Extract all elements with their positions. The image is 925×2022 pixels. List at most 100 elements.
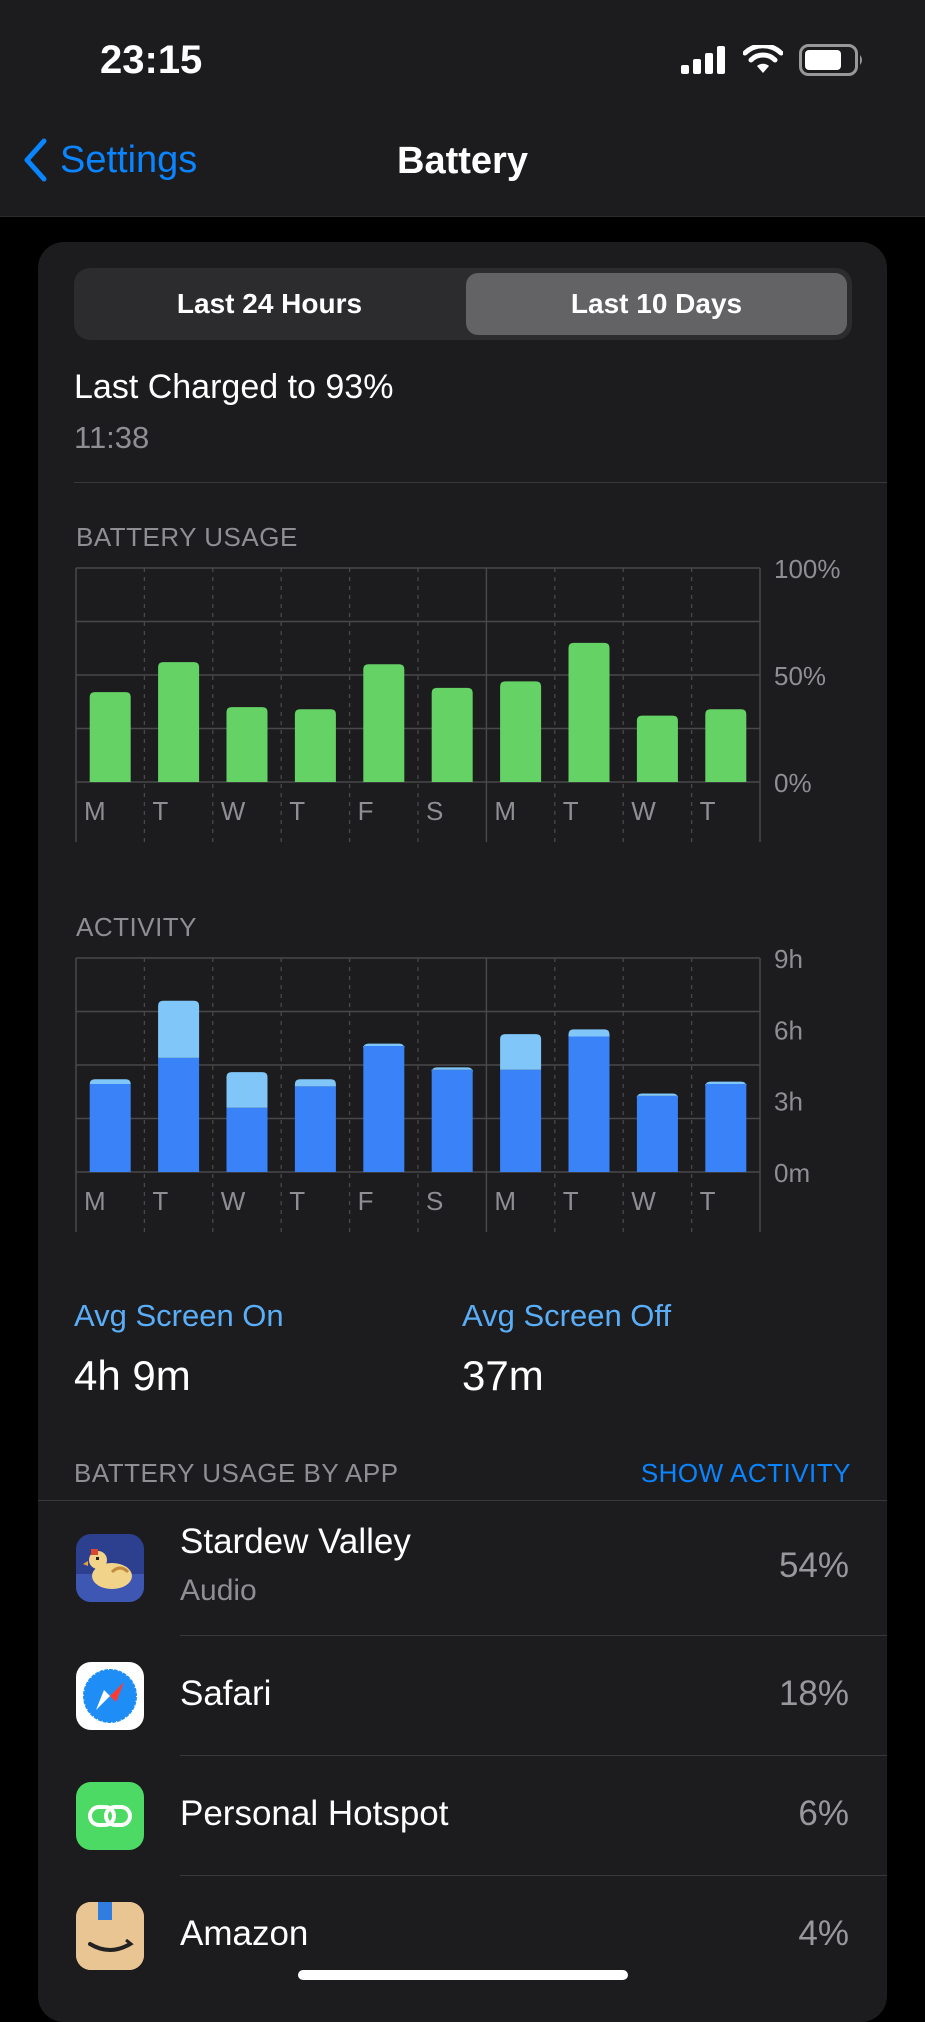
app-name: Safari bbox=[180, 1674, 272, 1713]
app-name: Personal Hotspot bbox=[180, 1794, 449, 1833]
avg-screen-off-value: 37m bbox=[462, 1352, 544, 1399]
screen-on-bar bbox=[226, 1107, 268, 1172]
app-row-stardew-valley[interactable]: Stardew Valley Audio 54% bbox=[38, 1500, 887, 1636]
back-label[interactable]: Settings bbox=[60, 138, 198, 181]
screen-on-bar bbox=[636, 1095, 678, 1172]
page-title: Battery bbox=[397, 140, 528, 182]
battery-bar bbox=[500, 681, 542, 782]
cellular-signal-icon bbox=[681, 46, 725, 74]
y-tick-label: 9h bbox=[774, 944, 803, 974]
screen-off-bar bbox=[363, 1043, 405, 1049]
screen-on-bar bbox=[705, 1084, 747, 1172]
x-tick-label: F bbox=[358, 1186, 374, 1216]
chevron-left-icon bbox=[24, 138, 47, 182]
screen-on-bar bbox=[500, 1069, 542, 1172]
battery-bar bbox=[226, 707, 268, 782]
amazon-icon bbox=[76, 1902, 144, 1970]
app-percentage: 54% bbox=[778, 1546, 849, 1585]
y-tick-label: 0m bbox=[774, 1158, 810, 1188]
battery-card: Last 24 Hours Last 10 Days Last Charged … bbox=[38, 242, 887, 2022]
home-indicator bbox=[298, 1970, 628, 1980]
screen-off-bar bbox=[568, 1029, 610, 1037]
screen-on-bar bbox=[431, 1069, 473, 1172]
usage-by-app-label: BATTERY USAGE BY APP bbox=[74, 1458, 399, 1488]
app-row-personal-hotspot[interactable]: Personal Hotspot 6% bbox=[38, 1756, 887, 1876]
stardew-valley-icon bbox=[76, 1534, 144, 1602]
x-tick-label: T bbox=[152, 796, 168, 826]
app-percentage: 4% bbox=[798, 1914, 849, 1953]
battery-bar bbox=[568, 642, 610, 782]
screen-off-bar bbox=[636, 1093, 678, 1099]
x-tick-label: T bbox=[700, 796, 716, 826]
avg-screen-off: Avg Screen Off 37m bbox=[462, 1298, 671, 1400]
screen-off-bar bbox=[89, 1079, 131, 1085]
x-tick-label: T bbox=[289, 796, 305, 826]
battery-bar bbox=[636, 715, 678, 782]
wifi-icon bbox=[743, 45, 783, 73]
avg-screen-on-value: 4h 9m bbox=[74, 1352, 191, 1399]
y-tick-label: 50% bbox=[774, 661, 826, 691]
x-tick-label: F bbox=[358, 796, 374, 826]
divider bbox=[180, 1875, 887, 1876]
x-tick-label: T bbox=[563, 796, 579, 826]
segment-last-10-days[interactable]: Last 10 Days bbox=[466, 273, 847, 335]
app-percentage: 6% bbox=[798, 1794, 849, 1833]
app-name: Amazon bbox=[180, 1914, 309, 1953]
x-tick-label: M bbox=[84, 1186, 106, 1216]
x-tick-label: W bbox=[631, 1186, 656, 1216]
activity-label: ACTIVITY bbox=[76, 912, 198, 942]
segment-last-24-hours[interactable]: Last 24 Hours bbox=[176, 288, 363, 319]
screen-on-bar bbox=[363, 1045, 405, 1172]
x-tick-label: W bbox=[631, 796, 656, 826]
x-tick-label: M bbox=[494, 796, 516, 826]
battery-usage-chart: 100%50%0%MTWTFSMTWT21 Mar28 Mar bbox=[75, 554, 841, 842]
screen-off-bar bbox=[705, 1081, 747, 1087]
x-tick-label: W bbox=[221, 796, 246, 826]
avg-screen-off-label: Avg Screen Off bbox=[462, 1298, 672, 1333]
battery-bar bbox=[294, 709, 336, 782]
time-range-segmented-control: Last 24 Hours Last 10 Days bbox=[74, 268, 852, 340]
y-tick-label: 6h bbox=[774, 1015, 803, 1045]
last-charged-title: Last Charged to 93% bbox=[74, 368, 394, 406]
screen-off-bar bbox=[431, 1067, 473, 1073]
x-tick-label: T bbox=[700, 1186, 716, 1216]
y-tick-label: 100% bbox=[774, 554, 841, 584]
x-tick-label: M bbox=[84, 796, 106, 826]
battery-bar bbox=[431, 687, 473, 782]
app-subtitle: Audio bbox=[180, 1574, 257, 1607]
screen-off-bar bbox=[500, 1034, 542, 1070]
app-row-amazon[interactable]: Amazon 4% bbox=[38, 1876, 887, 1996]
divider bbox=[180, 1635, 887, 1636]
x-tick-label: S bbox=[426, 796, 443, 826]
screen-on-bar bbox=[89, 1084, 131, 1172]
screen-off-bar bbox=[226, 1072, 268, 1108]
app-name: Stardew Valley bbox=[180, 1522, 411, 1561]
show-activity-button[interactable]: SHOW ACTIVITY bbox=[640, 1458, 851, 1488]
x-tick-label: T bbox=[289, 1186, 305, 1216]
personal-hotspot-icon bbox=[76, 1782, 144, 1850]
x-tick-label: M bbox=[494, 1186, 516, 1216]
avg-screen-on: Avg Screen On 4h 9m bbox=[74, 1298, 284, 1400]
screen-on-bar bbox=[158, 1057, 200, 1172]
screen-off-bar bbox=[294, 1079, 336, 1087]
x-tick-label: T bbox=[152, 1186, 168, 1216]
divider bbox=[74, 482, 887, 483]
screen-off-bar bbox=[158, 1000, 200, 1058]
battery-usage-label: BATTERY USAGE bbox=[76, 522, 298, 552]
app-row-safari[interactable]: Safari 18% bbox=[38, 1636, 887, 1756]
activity-chart: 9h6h3h0mMTWTFSMTWT21 Mar28 Mar bbox=[75, 944, 810, 1232]
x-tick-label: S bbox=[426, 1186, 443, 1216]
screen-on-bar bbox=[568, 1036, 610, 1172]
x-tick-label: W bbox=[221, 1186, 246, 1216]
battery-bar bbox=[705, 709, 747, 782]
battery-bar bbox=[89, 692, 131, 782]
x-tick-label: T bbox=[563, 1186, 579, 1216]
avg-screen-on-label: Avg Screen On bbox=[74, 1298, 284, 1333]
divider bbox=[38, 1500, 887, 1501]
back-button[interactable]: Settings bbox=[22, 138, 197, 182]
status-icons bbox=[681, 40, 865, 80]
screen-on-bar bbox=[294, 1086, 336, 1172]
battery-icon bbox=[799, 44, 862, 76]
app-percentage: 18% bbox=[778, 1674, 849, 1713]
last-charged-time: 11:38 bbox=[74, 420, 150, 455]
